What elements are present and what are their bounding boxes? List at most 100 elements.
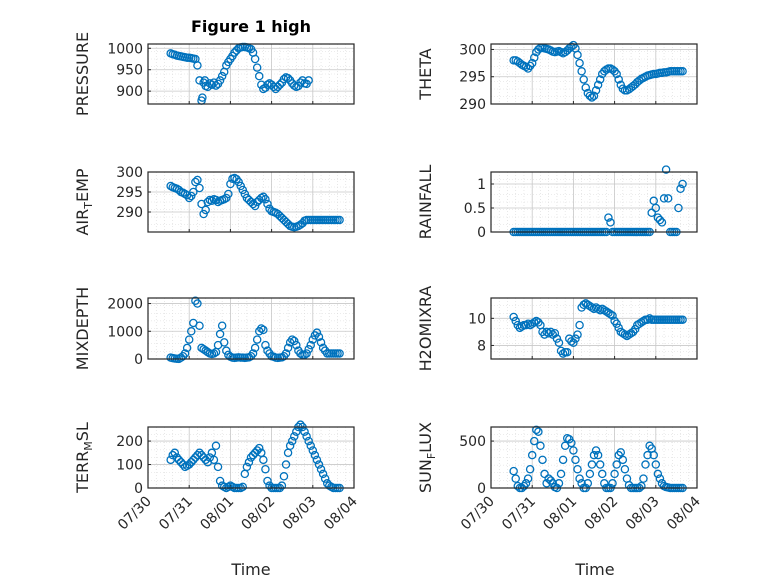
y-axis-label: AIRTEMP: [73, 168, 95, 235]
data-point: [217, 71, 227, 81]
data-point: [259, 455, 268, 465]
data-point: [277, 213, 287, 223]
data-point: [244, 195, 254, 205]
axes-box: [147, 426, 355, 489]
y-tick-label: 500: [459, 434, 486, 450]
data-point: [250, 201, 260, 211]
data-point: [538, 455, 547, 465]
y-tick-label: 100: [116, 458, 143, 474]
data-point: [614, 75, 623, 84]
data-point: [659, 194, 669, 203]
axes-box: [490, 171, 698, 233]
data-point: [290, 432, 299, 441]
axes-box: [147, 297, 355, 360]
data-point: [215, 329, 225, 339]
data-point: [655, 474, 665, 483]
data-point: [180, 349, 190, 358]
data-point: [250, 448, 260, 458]
y-tick-label: 0.5: [464, 201, 486, 217]
data-point: [195, 76, 204, 85]
data-point: [606, 310, 615, 319]
data-point: [285, 441, 295, 451]
data-point: [283, 74, 293, 83]
data-point: [263, 476, 272, 486]
subplot-sun: 0 500 SUNFLUX 07/30 07/31 08/01 08/02 08/03 08/0…: [416, 422, 704, 533]
data-point: [552, 334, 562, 343]
data-point: [198, 93, 207, 102]
data-point: [184, 460, 194, 469]
subplot-pressure: 900 950 1000 PRESSURE: [73, 32, 355, 116]
data-point: [304, 436, 313, 446]
data-point: [575, 320, 584, 330]
data-point: [182, 343, 192, 353]
data-point: [193, 299, 202, 308]
data-point: [597, 469, 607, 479]
x-tick-label: 07/30: [458, 494, 498, 534]
data-point: [663, 194, 673, 203]
data-point: [261, 340, 270, 350]
data-point: [587, 460, 597, 469]
data-point: [207, 80, 217, 89]
data-point: [606, 218, 615, 227]
y-tick-label: 295: [116, 185, 143, 201]
data-point: [215, 476, 225, 486]
x-tick-label: 08/02: [239, 494, 279, 534]
x-tick-label: 07/31: [499, 494, 539, 534]
y-axis-label: RAINFALL: [416, 165, 435, 240]
data-point: [242, 462, 252, 472]
data-point: [579, 300, 588, 310]
data-point: [213, 462, 223, 472]
data-point: [292, 427, 301, 436]
data-point: [573, 464, 582, 474]
y-axis-label: MIXDEPTH: [73, 287, 92, 370]
data-point: [595, 75, 605, 84]
data-point: [511, 316, 520, 326]
data-point: [257, 324, 266, 333]
data-point: [209, 349, 219, 358]
data-point: [562, 347, 572, 357]
data-point: [222, 193, 231, 203]
data-point: [316, 464, 326, 474]
data-point: [509, 312, 518, 322]
subplot-terr: 0 100 200 TERRMSL 07/30 07/31 08/01 08/02 08/03 0…: [73, 420, 361, 534]
data-point: [593, 80, 603, 90]
data-point: [195, 183, 204, 193]
data-point: [649, 450, 658, 460]
x-tick-label: 07/30: [115, 494, 155, 534]
data-point: [306, 441, 315, 451]
data-point: [184, 193, 194, 203]
data-point: [558, 455, 568, 465]
data-point: [600, 479, 609, 488]
data-point: [604, 213, 613, 222]
data-point: [203, 347, 212, 357]
data-point: [649, 196, 658, 206]
data-point: [651, 203, 661, 213]
data-point: [534, 427, 543, 436]
data-point: [567, 42, 576, 51]
data-point: [296, 420, 305, 429]
y-axis-label: H2OMIXRA: [416, 286, 435, 372]
data-point: [224, 189, 233, 199]
axes-box: [490, 43, 698, 105]
data-point: [250, 343, 260, 353]
data-point: [593, 304, 603, 314]
data-point: [277, 481, 287, 490]
data-point: [608, 311, 617, 320]
y-axis-label: TERRMSL: [73, 422, 95, 494]
data-point: [168, 450, 177, 460]
data-point: [661, 165, 671, 174]
data-point: [532, 425, 541, 435]
data-point: [312, 455, 322, 465]
y-tick-label: 10: [468, 311, 486, 327]
subplot-h2omixra: 8 10 H2OMIXRA: [416, 286, 698, 372]
data-point: [174, 455, 184, 465]
data-point: [275, 80, 285, 89]
y-tick-label: 900: [116, 84, 143, 100]
data-point: [647, 208, 656, 218]
data-point: [178, 460, 188, 469]
data-point: [287, 335, 297, 344]
data-point: [645, 314, 654, 323]
figure-title: Figure 1 high: [191, 17, 311, 36]
data-point: [254, 71, 264, 81]
